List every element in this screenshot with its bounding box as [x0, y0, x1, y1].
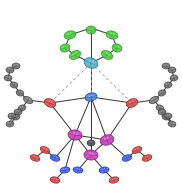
Ellipse shape: [151, 98, 155, 101]
Ellipse shape: [16, 110, 20, 112]
Ellipse shape: [162, 63, 170, 69]
Ellipse shape: [27, 98, 31, 101]
Ellipse shape: [122, 155, 132, 161]
Ellipse shape: [112, 178, 116, 180]
Ellipse shape: [160, 91, 163, 93]
Ellipse shape: [10, 114, 13, 116]
Ellipse shape: [126, 99, 138, 107]
Ellipse shape: [50, 177, 60, 183]
Ellipse shape: [171, 122, 174, 124]
Ellipse shape: [170, 68, 173, 70]
Ellipse shape: [170, 75, 178, 81]
Ellipse shape: [34, 156, 37, 158]
Ellipse shape: [158, 109, 166, 115]
Ellipse shape: [7, 76, 10, 78]
Ellipse shape: [109, 177, 119, 183]
Ellipse shape: [44, 148, 48, 150]
Ellipse shape: [149, 96, 159, 104]
Ellipse shape: [54, 156, 57, 158]
Ellipse shape: [9, 68, 12, 70]
Ellipse shape: [106, 52, 110, 56]
Ellipse shape: [54, 178, 57, 180]
Ellipse shape: [6, 67, 14, 73]
Ellipse shape: [134, 148, 138, 150]
Ellipse shape: [50, 155, 60, 161]
Ellipse shape: [125, 156, 128, 158]
Ellipse shape: [30, 155, 40, 161]
Ellipse shape: [106, 31, 118, 39]
Ellipse shape: [104, 137, 109, 140]
Ellipse shape: [165, 115, 168, 117]
Ellipse shape: [145, 156, 148, 158]
Ellipse shape: [142, 155, 152, 161]
Ellipse shape: [20, 106, 23, 108]
Ellipse shape: [23, 96, 33, 104]
Ellipse shape: [19, 91, 22, 93]
Ellipse shape: [112, 44, 122, 52]
Ellipse shape: [10, 82, 18, 88]
Ellipse shape: [89, 60, 94, 63]
Ellipse shape: [14, 115, 17, 117]
Ellipse shape: [87, 140, 95, 146]
Ellipse shape: [69, 50, 81, 60]
Ellipse shape: [84, 58, 98, 68]
Ellipse shape: [156, 105, 164, 111]
Ellipse shape: [164, 64, 168, 66]
Ellipse shape: [4, 75, 12, 81]
Ellipse shape: [6, 121, 14, 127]
Ellipse shape: [73, 167, 83, 173]
Ellipse shape: [99, 167, 109, 173]
Ellipse shape: [14, 64, 18, 66]
Ellipse shape: [72, 52, 76, 56]
Ellipse shape: [158, 90, 166, 96]
Ellipse shape: [85, 93, 97, 101]
Ellipse shape: [164, 113, 172, 119]
Ellipse shape: [168, 67, 176, 73]
Ellipse shape: [67, 33, 72, 35]
Ellipse shape: [89, 28, 93, 30]
Ellipse shape: [68, 130, 82, 140]
Ellipse shape: [159, 106, 162, 108]
Ellipse shape: [16, 90, 24, 96]
Ellipse shape: [12, 63, 20, 69]
Ellipse shape: [60, 167, 70, 173]
Ellipse shape: [164, 82, 172, 88]
Ellipse shape: [172, 76, 175, 78]
Ellipse shape: [167, 114, 170, 116]
Ellipse shape: [110, 33, 115, 35]
Ellipse shape: [102, 168, 106, 170]
Ellipse shape: [8, 113, 16, 119]
Ellipse shape: [100, 135, 114, 145]
Ellipse shape: [84, 150, 98, 160]
Ellipse shape: [116, 46, 119, 48]
Ellipse shape: [101, 50, 113, 60]
Ellipse shape: [64, 31, 76, 39]
Ellipse shape: [86, 26, 96, 34]
Ellipse shape: [166, 83, 169, 85]
Ellipse shape: [132, 146, 142, 153]
Ellipse shape: [44, 99, 56, 107]
Ellipse shape: [160, 110, 164, 112]
Ellipse shape: [63, 168, 67, 170]
Ellipse shape: [129, 100, 133, 103]
Ellipse shape: [14, 109, 22, 115]
Ellipse shape: [60, 44, 70, 52]
Ellipse shape: [12, 114, 20, 120]
Ellipse shape: [13, 83, 16, 85]
Ellipse shape: [162, 114, 170, 120]
Ellipse shape: [63, 46, 66, 48]
Ellipse shape: [40, 146, 50, 153]
Ellipse shape: [76, 168, 80, 170]
Ellipse shape: [88, 94, 93, 97]
Ellipse shape: [8, 122, 11, 124]
Ellipse shape: [89, 141, 93, 143]
Ellipse shape: [88, 152, 94, 155]
Ellipse shape: [73, 132, 78, 135]
Ellipse shape: [168, 121, 176, 127]
Ellipse shape: [18, 105, 26, 111]
Ellipse shape: [49, 100, 53, 103]
